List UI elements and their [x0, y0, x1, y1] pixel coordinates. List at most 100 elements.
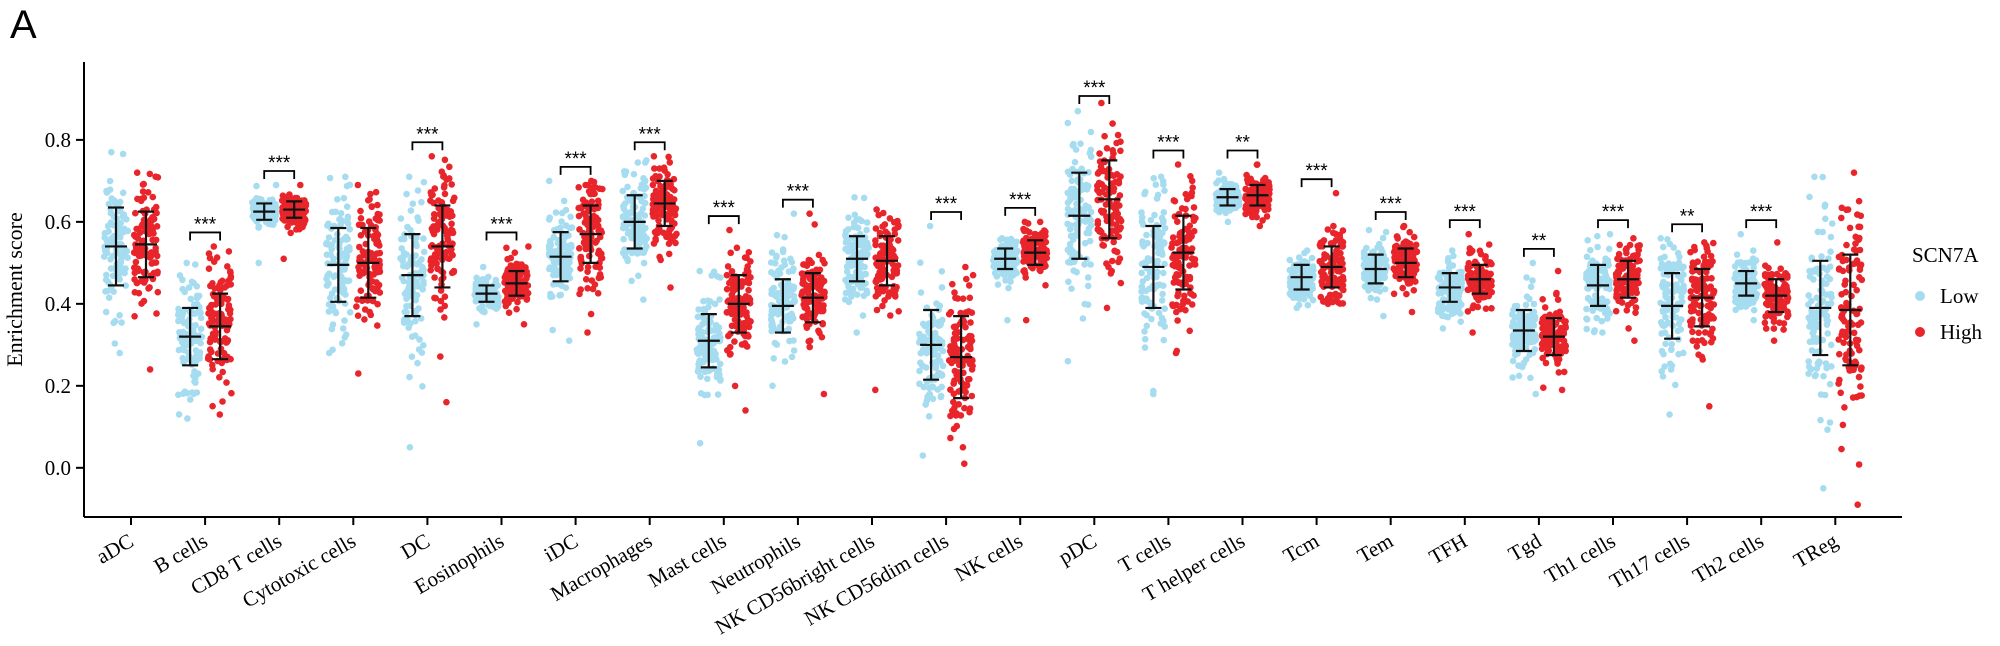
data-point-high: [1337, 239, 1345, 247]
data-point-high: [448, 242, 456, 249]
data-point-high: [744, 276, 751, 284]
data-point-low: [1304, 301, 1312, 309]
data-point-low: [326, 174, 334, 182]
data-point-low: [1750, 264, 1757, 271]
data-point-low: [850, 219, 858, 226]
data-point-high: [1184, 298, 1192, 305]
data-point-high: [575, 184, 582, 191]
data-point-high: [225, 306, 232, 313]
data-point-high: [1042, 238, 1050, 246]
data-point-high: [1558, 386, 1566, 394]
data-point-low: [115, 273, 123, 281]
data-point-high: [655, 217, 662, 224]
data-point-low: [406, 373, 413, 381]
data-point-low: [1527, 333, 1534, 341]
data-point-high: [146, 225, 153, 232]
data-point-high: [437, 287, 445, 294]
data-point-low: [1004, 316, 1011, 324]
data-point-high: [368, 250, 375, 257]
data-point-high: [153, 252, 161, 260]
data-point-low: [938, 268, 946, 275]
data-point-high: [650, 240, 658, 247]
data-point-low: [1161, 187, 1168, 194]
data-point-high: [742, 407, 749, 414]
data-point-low: [550, 259, 558, 266]
data-point-high: [1390, 290, 1398, 298]
data-point-low: [786, 337, 793, 345]
data-point-high: [821, 260, 828, 267]
data-point-high: [1706, 403, 1713, 410]
data-point-high: [1689, 306, 1696, 313]
data-point-low: [714, 391, 722, 398]
data-point-high: [1770, 337, 1778, 345]
data-point-low: [1594, 243, 1601, 251]
data-point-low: [1509, 374, 1516, 381]
data-point-high: [588, 277, 596, 284]
data-point-high: [1553, 355, 1560, 362]
data-point-high: [366, 308, 374, 316]
data-point-high: [441, 156, 449, 164]
data-point-high: [581, 233, 588, 241]
data-point-high: [951, 289, 958, 296]
data-point-high: [651, 165, 658, 172]
data-point-high: [446, 163, 453, 171]
data-point-low: [933, 300, 940, 307]
data-point-low: [1215, 190, 1222, 197]
data-point-high: [1188, 245, 1196, 252]
data-point-high: [886, 247, 894, 255]
data-point-high: [216, 411, 224, 418]
data-point-low: [1065, 278, 1072, 286]
data-point-high: [879, 223, 886, 230]
data-point-high: [805, 338, 812, 345]
data-point-low: [629, 248, 637, 255]
data-point-high: [437, 353, 444, 360]
data-point-low: [197, 314, 205, 322]
data-point-high: [1703, 261, 1711, 269]
data-point-low: [845, 214, 852, 221]
data-point-high: [1190, 227, 1198, 235]
data-point-high: [1704, 302, 1711, 310]
data-point-low: [1509, 341, 1516, 348]
data-point-high: [1189, 184, 1196, 191]
data-point-low: [1439, 325, 1447, 332]
data-point-low: [108, 195, 115, 202]
data-point-low: [1087, 128, 1095, 136]
data-point-low: [997, 236, 1004, 243]
data-point-low: [1659, 373, 1667, 380]
data-point-high: [952, 412, 960, 419]
data-point-low: [782, 299, 790, 306]
data-point-high: [428, 242, 436, 249]
data-point-high: [427, 255, 435, 262]
data-point-low: [476, 305, 483, 312]
data-point-low: [937, 392, 945, 400]
data-point-high: [1561, 368, 1568, 376]
data-point-low: [635, 272, 642, 280]
data-point-low: [1151, 242, 1158, 250]
data-point-low: [1064, 246, 1072, 254]
data-point-low: [1515, 372, 1523, 380]
data-point-high: [1261, 174, 1269, 182]
data-point-high: [821, 288, 828, 296]
data-point-low: [1583, 253, 1591, 261]
data-point-high: [1256, 222, 1264, 230]
data-point-low: [324, 272, 331, 279]
data-point-low: [1527, 321, 1535, 328]
data-point-high: [506, 272, 513, 279]
data-point-low: [844, 248, 852, 255]
data-point-low: [1287, 291, 1294, 298]
data-point-high: [371, 235, 378, 243]
data-point-low: [929, 359, 936, 366]
data-point-high: [670, 210, 678, 217]
data-point-high: [947, 308, 955, 316]
data-point-high: [1110, 211, 1117, 219]
data-point-low: [546, 214, 553, 221]
data-point-low: [854, 224, 861, 231]
data-point-low: [694, 349, 701, 357]
data-point-low: [568, 224, 576, 231]
data-point-high: [224, 295, 232, 303]
data-point-low: [1161, 260, 1168, 268]
data-point-low: [1081, 239, 1089, 247]
data-point-low: [102, 288, 109, 295]
data-point-high: [1117, 279, 1125, 287]
data-point-high: [133, 169, 141, 176]
